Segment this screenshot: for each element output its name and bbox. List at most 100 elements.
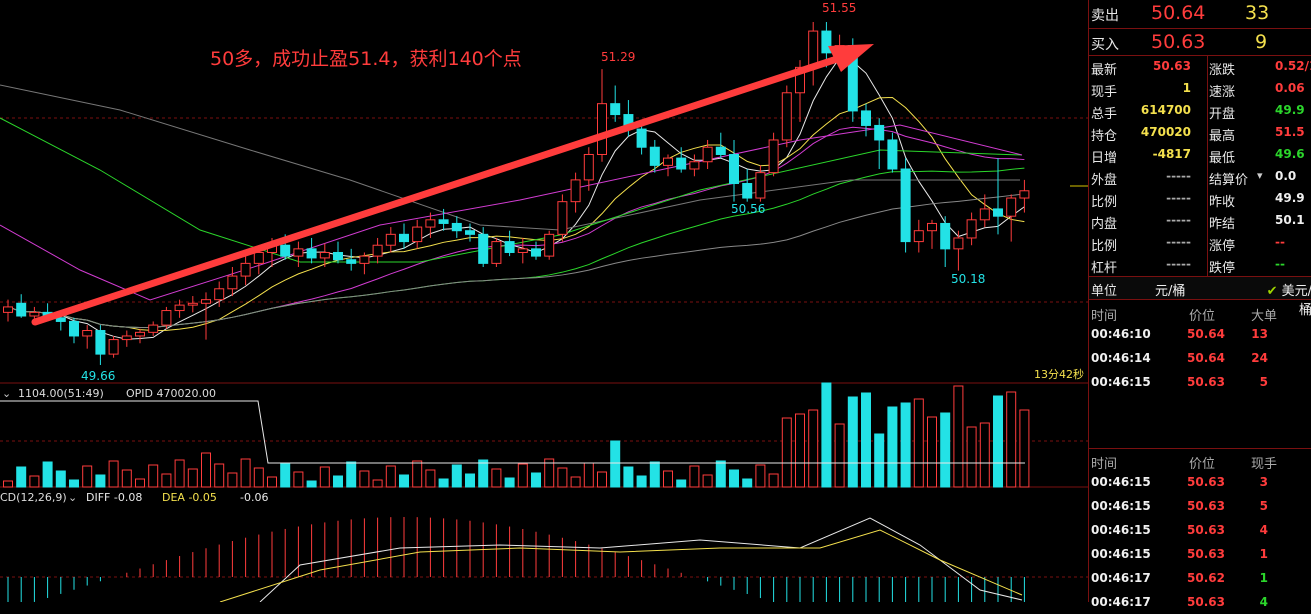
- volume-bar: [953, 385, 964, 488]
- table-row[interactable]: 00:46:14 50.64 24: [1089, 348, 1311, 370]
- unit-checkbox[interactable]: ✔ 美元/桶: [1266, 284, 1311, 318]
- volume-bar: [742, 478, 753, 488]
- stat-label: 日增: [1091, 151, 1118, 166]
- volume-bar: [1006, 391, 1017, 488]
- candle-body: [227, 275, 238, 290]
- chevron-down-icon[interactable]: ▾: [1257, 169, 1263, 182]
- candle-body: [636, 128, 647, 148]
- volume-bar: [319, 466, 330, 488]
- table-row[interactable]: 00:46:15 50.63 5: [1089, 496, 1311, 518]
- candle-body: [319, 251, 330, 259]
- candle-body: [966, 219, 977, 239]
- candle-body: [557, 201, 568, 235]
- stat-label: 昨结: [1209, 217, 1236, 232]
- row-time: 00:46:14: [1091, 351, 1151, 365]
- kline-chart-area[interactable]: 50多，成功止盈51.4，获利140个点 51.55 51.29 49.66 5…: [0, 0, 1088, 614]
- stat-label: 结算价: [1209, 173, 1249, 188]
- stats-row: 持仓 470020 最高 51.5: [1089, 122, 1311, 144]
- row-time: 00:46:15: [1091, 475, 1151, 489]
- stats-row: 最新 50.63 涨跌 0.52/1.04: [1089, 56, 1311, 78]
- volume-bar: [465, 473, 475, 488]
- volume-bar: [293, 471, 304, 488]
- sell-quote-row[interactable]: 卖出 50.64 33: [1089, 0, 1311, 28]
- row-time: 00:46:10: [1091, 327, 1151, 341]
- stat-value: --: [1275, 257, 1285, 271]
- candle-body: [808, 30, 819, 68]
- candle-body: [900, 168, 911, 243]
- volume-bar: [768, 473, 779, 488]
- unit-check-label: 美元/桶: [1281, 284, 1311, 318]
- table-row[interactable]: 00:46:15 50.63 3: [1089, 472, 1311, 494]
- stat-label: 涨停: [1209, 239, 1236, 254]
- candle-body: [504, 241, 515, 253]
- volume-bar: [451, 464, 462, 488]
- unit-value: 元/桶: [1155, 284, 1186, 299]
- row-price: 50.63: [1187, 523, 1225, 537]
- sell-price: 50.64: [1151, 2, 1206, 24]
- table-row[interactable]: 00:46:10 50.64 13: [1089, 324, 1311, 346]
- candle-body: [161, 310, 172, 326]
- price-label-low-right: 50.18: [951, 272, 985, 286]
- volume-bar: [95, 474, 106, 488]
- table-row[interactable]: 00:46:15 50.63 5: [1089, 372, 1311, 394]
- candle-body: [597, 103, 607, 155]
- moving-average-line: [7, 167, 1025, 329]
- volume-bar: [531, 472, 541, 488]
- volume-bar: [729, 469, 739, 488]
- candle-body: [240, 262, 251, 277]
- table-row[interactable]: 00:46:17 50.62 1: [1089, 568, 1311, 590]
- candle-body: [121, 335, 132, 341]
- macd-dea: DEA -0.05: [162, 491, 217, 504]
- candle-body: [583, 153, 594, 181]
- volume-bar: [412, 460, 423, 488]
- trend-arrow: [31, 44, 874, 326]
- column-divider: [1207, 56, 1208, 276]
- volume-bar: [346, 461, 357, 488]
- candle-body: [306, 248, 317, 259]
- divider: [1089, 276, 1311, 277]
- candle-body: [3, 306, 13, 313]
- candle-body: [148, 324, 159, 333]
- candle-body: [768, 139, 779, 174]
- row-price: 50.63: [1187, 595, 1225, 609]
- candle-body: [95, 330, 106, 355]
- volume-bar: [861, 392, 871, 488]
- stat-label: 跌停: [1209, 261, 1236, 276]
- stat-label: 杠杆: [1091, 261, 1118, 276]
- volume-bar: [689, 465, 700, 488]
- annotation-text: 50多，成功止盈51.4，获利140个点: [210, 48, 522, 70]
- quote-panel: 卖出 50.64 33 买入 50.63 9 最新50.63涨跌0.52/1.0…: [1088, 0, 1311, 609]
- table-row[interactable]: 00:46:15 50.63 1: [1089, 544, 1311, 566]
- candle-body: [742, 183, 753, 199]
- candle-body: [979, 208, 990, 221]
- stats-row: 内盘 ----- 昨结 50.1: [1089, 210, 1311, 232]
- row-qty: 5: [1259, 499, 1268, 513]
- candle-body: [610, 103, 621, 116]
- row-qty: 1: [1259, 547, 1268, 561]
- stat-label: 最低: [1209, 151, 1236, 166]
- volume-bar: [702, 474, 713, 488]
- table-row[interactable]: 00:46:17 50.63 4: [1089, 592, 1311, 614]
- table-row[interactable]: 00:46:15 50.63 4: [1089, 520, 1311, 542]
- macd-diff: DIFF -0.08: [86, 491, 142, 504]
- candle-body: [795, 66, 805, 94]
- divider: [1089, 55, 1311, 56]
- table-header: 时间 价位 现手: [1089, 450, 1311, 472]
- stat-value: 50.63: [1153, 59, 1191, 73]
- candle-body: [438, 219, 449, 224]
- volume-bar: [715, 460, 726, 488]
- candle-body: [187, 302, 198, 306]
- candle-body: [993, 208, 1003, 217]
- candle-body: [781, 92, 792, 141]
- stat-value: 470020: [1140, 125, 1191, 139]
- candle-body: [755, 172, 766, 199]
- stat-label: 现手: [1091, 85, 1118, 100]
- candle-body: [1006, 197, 1017, 217]
- candle-body: [253, 251, 264, 264]
- buy-quote-row[interactable]: 买入 50.63 9: [1089, 29, 1311, 56]
- volume-bar: [280, 462, 291, 488]
- row-time: 00:46:17: [1091, 595, 1151, 609]
- candle-body: [729, 153, 739, 185]
- volume-bar: [69, 479, 79, 488]
- candle-body: [953, 237, 964, 250]
